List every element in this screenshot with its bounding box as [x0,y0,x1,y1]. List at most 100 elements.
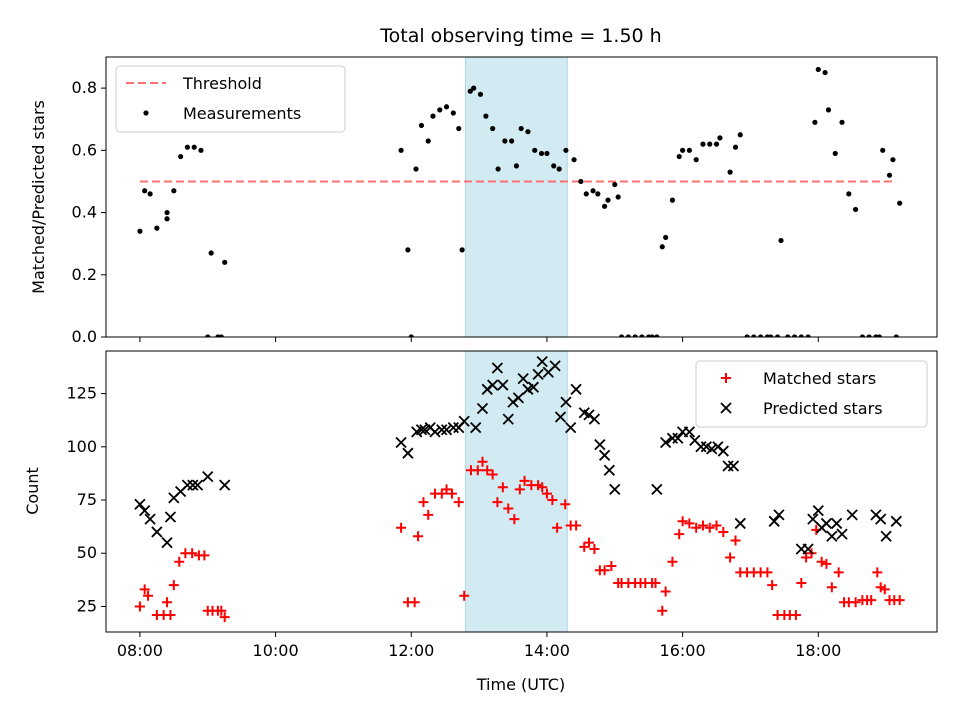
data-point [164,209,170,216]
data-point [537,482,548,493]
data-point [583,191,589,197]
data-point [897,200,903,206]
data-point [202,470,214,483]
y-tick-label: 0.4 [72,203,97,222]
data-point [492,497,503,508]
data-point [219,612,230,623]
y-tick-label: 50 [77,543,97,562]
data-point [657,605,668,616]
data-point [476,402,489,415]
legend-label: Matched stars [763,369,876,388]
data-point [134,498,146,510]
data-point [880,147,886,153]
data-point [816,556,827,567]
data-point [168,580,179,591]
data-point [162,597,173,608]
data-point [144,513,156,525]
data-point [402,447,414,459]
data-point [487,379,499,391]
data-point [440,424,453,436]
y-tick-label: 0.0 [72,327,97,346]
data-point [532,147,538,153]
y-tick-label: 75 [77,490,97,509]
series-predicted-stars [134,356,902,555]
data-point [820,517,833,530]
data-point [866,334,872,337]
data-point [218,334,224,337]
data-point [846,191,852,197]
data-point [198,147,204,153]
data-point [717,135,723,141]
data-point [618,334,625,337]
data-point [216,605,227,616]
data-point [852,206,859,213]
y-tick-label: 25 [77,596,97,615]
data-point [219,479,231,491]
data-point [734,517,746,530]
data-point [713,141,720,147]
data-point [691,522,702,533]
y-tick-label: 0.2 [72,265,97,284]
data-point [805,334,811,337]
data-point [859,334,865,337]
data-point [443,104,450,110]
data-point [459,247,465,253]
data-point [502,413,514,425]
data-point [632,334,638,337]
data-point [609,483,621,496]
data-point [536,356,548,368]
data-point [602,203,608,209]
data-point [886,172,893,178]
data-point [649,334,655,337]
data-point [395,436,407,449]
data-point [396,522,407,533]
data-point [893,334,899,337]
data-point [826,530,838,542]
data-point [718,526,729,537]
data-point [556,166,562,172]
data-point [513,163,520,169]
legend-marker [143,110,149,116]
data-point [565,421,577,434]
data-point [677,516,688,527]
data-point [605,197,611,203]
data-point [178,153,184,160]
y-axis-label: Count [23,467,42,515]
legend-label: Predicted stars [763,399,883,418]
data-point [669,197,676,203]
data-point [812,119,818,125]
data-point [547,495,558,506]
data-point [744,334,750,337]
data-point [833,567,844,578]
data-point [790,609,801,620]
y-axis-label: Matched/Predicted stars [29,100,48,294]
data-point [758,334,764,337]
data-point [425,138,431,144]
data-point [517,373,529,385]
data-point [470,421,482,434]
plot-frame [105,56,938,338]
data-point [430,113,436,119]
data-point [625,334,631,337]
data-point [549,360,561,372]
data-point [684,518,695,529]
data-point [482,465,493,476]
data-point [693,157,699,163]
data-point [785,334,791,337]
data-point [798,334,804,337]
data-point [477,91,484,97]
data-point [477,456,488,467]
data-point [676,153,682,160]
data-point [890,515,902,527]
data-point [199,550,210,561]
legend-label: Threshold [182,74,262,93]
data-point [450,110,456,116]
data-point [502,138,508,144]
data-point [459,590,470,601]
data-point [589,543,600,554]
data-point [174,556,185,567]
series-measurements [137,66,903,337]
data-point [139,505,151,517]
data-point [560,396,572,408]
data-point [571,520,582,531]
